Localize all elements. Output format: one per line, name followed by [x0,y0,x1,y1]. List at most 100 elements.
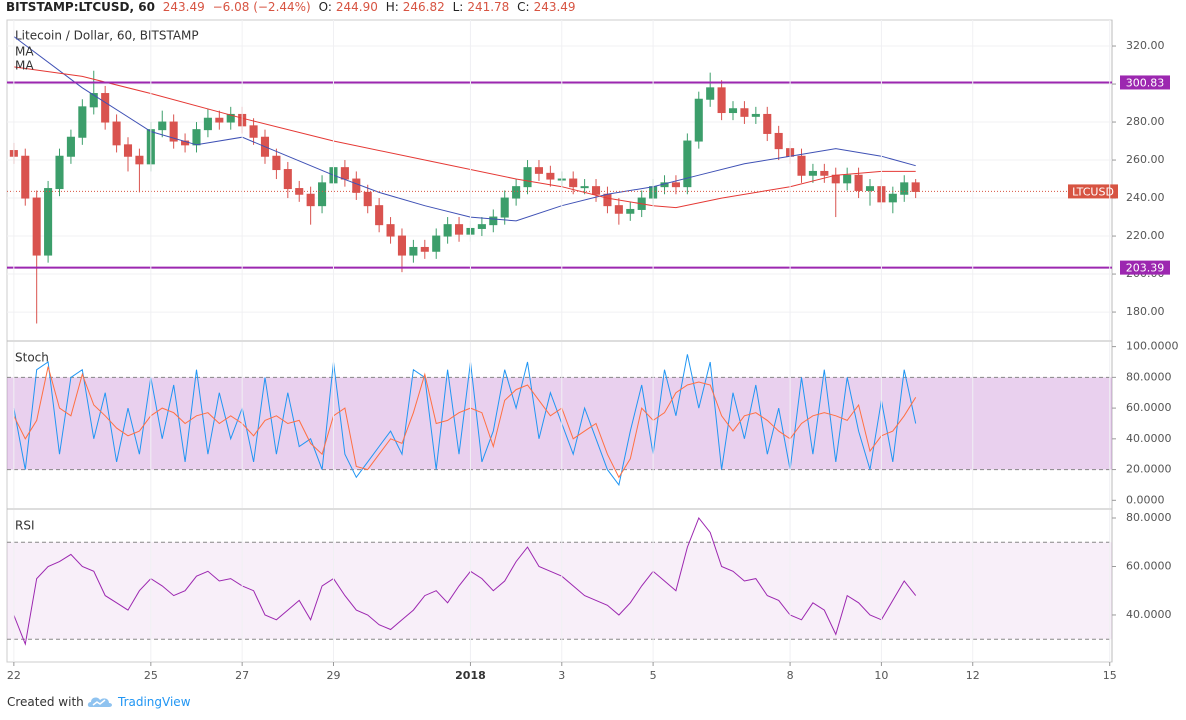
ohlc-label: L: [452,0,464,14]
chart: 180.00200.00220.00240.00260.00280.00300.… [6,19,1179,682]
footer: Created with TradingView [7,694,191,710]
plot-layer: 180.00200.00220.00240.00260.00280.00300.… [7,20,1179,682]
candle-body [763,113,772,134]
x-tick-label: 10 [874,669,888,682]
candle-body [900,182,909,195]
candle-body [375,205,384,226]
brand: TradingView [118,695,191,709]
x-tick-label: 15 [1103,669,1117,682]
candle-body [477,224,486,229]
price-change: −6.08 (−2.44%) [212,0,311,14]
x-tick-label: 5 [650,669,657,682]
y-tick-label: 80.0000 [1126,511,1172,524]
pane-title: Litecoin / Dollar, 60, BITSTAMP [15,29,199,43]
candle-body [717,87,726,114]
candle-body [683,140,692,188]
y-tick-label: 280.00 [1126,115,1165,128]
series-line [13,366,917,479]
candle-body [203,117,212,131]
candle-body [774,132,783,150]
candle-body [580,186,589,189]
y-tick-label: 220.00 [1126,229,1165,242]
candle-body [443,224,452,237]
y-tick-label: 320.00 [1126,39,1165,52]
ohlc-value: 244.90 [335,0,378,14]
candle-body [397,235,407,256]
legend-entry: MA [15,45,34,59]
candle-body [512,186,521,199]
y-tick-label: 180.00 [1126,305,1165,318]
candle-body [409,246,418,256]
candle-body [808,170,817,176]
ohlc-label: C: [517,0,530,14]
candle-body [363,191,372,207]
candle-body [318,182,327,207]
x-tick-label: 8 [787,669,794,682]
candle-body [192,129,201,146]
x-tick-label: 3 [558,669,565,682]
x-tick-label: 22 [7,669,21,682]
candle-body [272,155,281,171]
candle-body [21,155,30,199]
candle-body [751,113,760,117]
y-tick-label: 0.0000 [1126,493,1165,506]
header: BITSTAMP:LTCUSD, 60 243.49 −6.08 (−2.44%… [6,0,580,14]
candle-body [854,174,863,191]
y-tick-label: 20.0000 [1126,463,1172,476]
logo [87,697,112,707]
created-with: Created with [7,695,84,709]
candle-body [169,121,178,142]
candle-body [865,186,875,191]
candle-body [89,93,98,108]
candle-body [534,167,543,174]
candle-body [455,224,464,235]
candle-body [306,193,315,207]
candle-body [591,186,601,195]
ohlc-value: 246.82 [402,0,445,14]
candle-body [432,235,441,252]
band-fill [7,377,1112,470]
candle-body [226,113,235,123]
symbol: BITSTAMP:LTCUSD, 60 [6,0,155,14]
candle-body [500,197,509,218]
y-tick-label: 240.00 [1126,191,1165,204]
level-label-box [1120,260,1170,275]
x-tick-label: 2018 [455,669,486,682]
candle-body [706,87,715,100]
pane-title: Stoch [15,351,49,365]
legend-entry: MA [15,59,34,73]
candle-body [420,246,429,252]
candle-body [523,167,532,188]
series-line [13,517,917,646]
candle-body [671,182,680,188]
x-tick-label: 27 [235,669,249,682]
candle-body [603,193,612,207]
candle-body [626,208,635,214]
candle-body [489,216,498,226]
candle-body [112,121,121,146]
candle-body [820,170,829,176]
candle-body [911,182,920,192]
y-tick-label: 40.0000 [1126,608,1172,621]
band-fill [7,542,1112,640]
y-tick-label: 60.0000 [1126,559,1172,572]
candle-body [352,178,361,193]
ohlc-value: 243.49 [533,0,576,14]
candle-body [44,188,53,256]
last-price-label: LTCUSD [1072,185,1114,198]
candle-body [55,155,64,190]
candle-body [888,193,897,203]
y-tick-label: 40.0000 [1126,432,1172,445]
candle-body [831,174,840,184]
series-line [13,66,916,209]
candle-body [340,167,349,180]
ohlc-value: 241.78 [467,0,510,14]
y-tick-label: 60.0000 [1126,401,1172,414]
candle-body [135,155,144,165]
last-price: 243.49 [162,0,205,14]
y-tick-label: 80.0000 [1126,370,1172,383]
series-line [13,354,917,487]
candle-body [694,98,703,142]
series-line [13,36,916,222]
level-label: 300.83 [1126,76,1165,89]
